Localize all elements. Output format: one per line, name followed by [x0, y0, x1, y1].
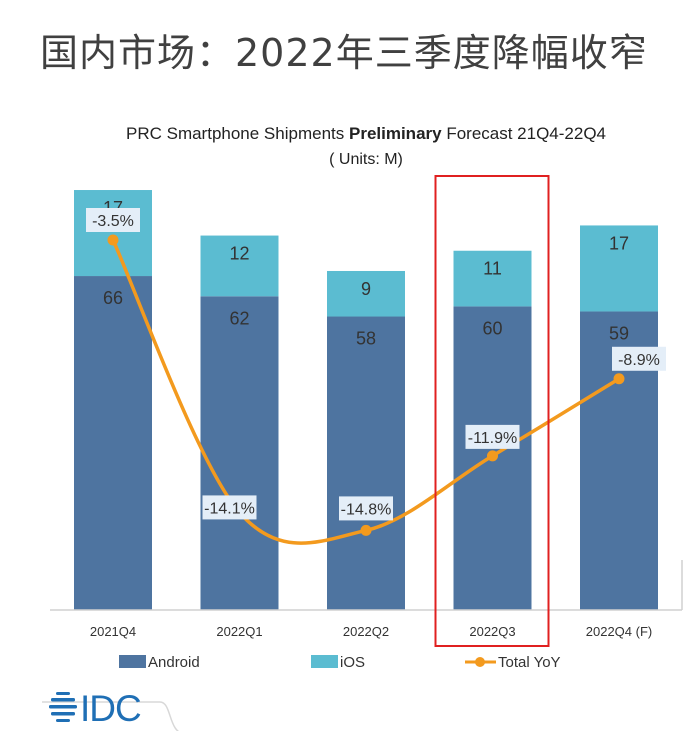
yoy-label-box: [612, 346, 666, 371]
highlight-box: [434, 175, 550, 647]
chart-subtitle: ( Units: M): [329, 151, 403, 168]
bar-android-2022Q1: [200, 296, 279, 610]
x-tick-label: 2021Q4: [90, 624, 136, 639]
legend-android-swatch: [119, 655, 146, 668]
yoy-data-label: -14.8%: [341, 501, 392, 518]
bar-ios-2022Q2: [327, 270, 405, 317]
idc-logo: IDC: [49, 688, 142, 729]
bar-android-2022Q2: [327, 316, 405, 610]
line-total-yoy: [111, 239, 620, 545]
data-label-android: 66: [103, 288, 123, 308]
data-label-android: 58: [356, 329, 376, 349]
data-label-android: 59: [609, 323, 629, 343]
yoy-label-box: [465, 424, 520, 449]
data-label-android: 60: [482, 318, 502, 338]
point-total-yoy: [360, 524, 372, 536]
bar-ios-2021Q4: [74, 190, 152, 277]
data-label-ios: 11: [483, 259, 502, 279]
bar-android-2021Q4: [74, 276, 152, 610]
data-label-ios: 17: [609, 233, 629, 253]
point-total-yoy: [487, 450, 498, 462]
legend-yoy-label: Total YoY: [498, 654, 561, 671]
globe-icon: [49, 692, 77, 722]
footer-divider: [42, 701, 180, 731]
chart-title: PRC Smartphone Shipments Preliminary For…: [126, 124, 606, 143]
x-tick-label: 2022Q3: [469, 624, 515, 639]
yoy-data-label: -8.9%: [618, 352, 660, 369]
legend-ios-label: iOS: [340, 654, 365, 671]
legend-yoy-marker: [475, 657, 485, 667]
data-label-ios: 9: [361, 279, 371, 299]
data-label-ios: 12: [229, 244, 249, 264]
yoy-label-box: [86, 208, 140, 232]
bar-ios-2022Q4 (F): [580, 225, 658, 312]
bar-ios-2022Q1: [200, 235, 279, 297]
yoy-data-label: -14.1%: [204, 500, 255, 517]
legend-ios-swatch: [311, 655, 338, 668]
legend-android-label: Android: [148, 654, 200, 671]
yoy-data-label: -3.5%: [92, 213, 134, 230]
idc-logo-text: IDC: [80, 688, 141, 729]
yoy-label-box: [339, 496, 393, 521]
page-title: 国内市场：2022年三季度降幅收窄: [40, 31, 648, 75]
yoy-label-box: [202, 495, 257, 520]
x-tick-label: 2022Q1: [216, 624, 262, 639]
point-total-yoy: [107, 234, 119, 246]
yoy-data-label: -11.9%: [468, 430, 518, 447]
bar-ios-2022Q3: [453, 250, 532, 307]
legend: Android iOS Total YoY: [119, 654, 561, 671]
x-tick-label: 2022Q4 (F): [586, 624, 652, 639]
data-label-android: 62: [229, 308, 249, 328]
x-tick-label: 2022Q2: [343, 624, 389, 639]
point-total-yoy: [613, 373, 625, 385]
